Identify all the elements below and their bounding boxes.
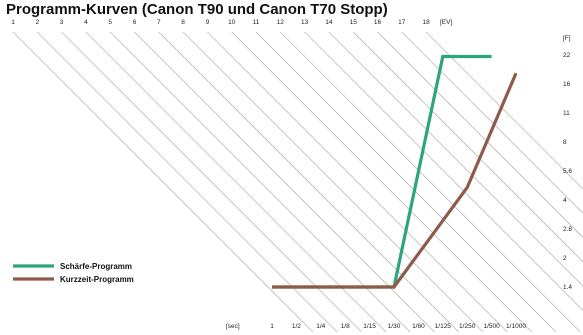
- series-lines: [272, 54, 518, 289]
- ev-line: [377, 31, 583, 239]
- shutter-tick-label: 1/500: [483, 323, 500, 330]
- ev-tick-label: 12: [277, 19, 285, 26]
- aperture-tick-label: 4: [563, 197, 567, 204]
- aperture-tick-label: 1.4: [563, 284, 572, 291]
- ev-line: [352, 31, 583, 263]
- right-axis-aperture: [F] 1.4 2 2.8 4 5.6 8 11 16 22: [563, 35, 572, 291]
- ev-tick-label: 9: [206, 19, 210, 26]
- ev-tick-label: 5: [108, 19, 112, 26]
- ev-line: [328, 31, 583, 287]
- shutter-tick-label: 1/8: [341, 323, 350, 330]
- ev-tick-label: 6: [133, 19, 137, 26]
- shutter-tick-label: 1/2: [292, 323, 301, 330]
- ev-tick-label: 15: [350, 19, 358, 26]
- ev-line: [425, 31, 583, 190]
- ev-line: [231, 31, 532, 333]
- aperture-tick-label: 2.8: [563, 226, 572, 233]
- ev-line: [134, 31, 435, 333]
- ev-tick-label: 8: [181, 19, 185, 26]
- ev-tick-label: 14: [325, 19, 333, 26]
- shutter-tick-label: 1/125: [435, 323, 452, 330]
- ev-line: [12, 31, 314, 333]
- shutter-tick-label: 1/60: [412, 323, 425, 330]
- ev-tick-label: 17: [398, 19, 406, 26]
- ev-line: [85, 31, 387, 333]
- ev-tick-label: 18: [422, 19, 430, 26]
- shutter-tick-label: 1: [270, 323, 274, 330]
- legend-label: Schärfe-Programm: [60, 262, 132, 271]
- shutter-tick-label: 1/30: [388, 323, 401, 330]
- ev-tick-label: 11: [253, 19, 260, 26]
- ev-tick-label: 7: [157, 19, 161, 26]
- chart-title: Programm-Kurven (Canon T90 und Canon T70…: [6, 1, 388, 18]
- shutter-tick-label: 1/4: [316, 323, 325, 330]
- series-line: [272, 54, 492, 289]
- ev-tick-label: 4: [84, 19, 88, 26]
- ev-tick-label: 13: [301, 19, 309, 26]
- aperture-unit-label: [F]: [563, 35, 571, 42]
- aperture-tick-label: 11: [563, 110, 570, 117]
- ev-line: [109, 31, 411, 333]
- aperture-tick-label: 2: [563, 255, 567, 262]
- legend-label: Kurzzeit-Programm: [60, 275, 134, 284]
- ev-line: [280, 31, 581, 333]
- shutter-unit-label: [sec]: [226, 323, 240, 330]
- ev-tick-label: 16: [374, 19, 382, 26]
- aperture-tick-label: 8: [563, 139, 567, 146]
- aperture-tick-label: 5.6: [563, 168, 572, 175]
- ev-tick-label: 2: [35, 19, 39, 26]
- ev-tick-label: 3: [60, 19, 64, 26]
- ev-gridlines: [12, 31, 583, 333]
- series-line: [272, 72, 518, 289]
- ev-line: [401, 31, 583, 214]
- ev-tick-label: 1: [11, 19, 15, 26]
- ev-unit-label: [EV]: [440, 19, 452, 26]
- ev-line: [255, 31, 557, 333]
- aperture-tick-label: 16: [563, 81, 571, 88]
- top-axis-ev: 1 2 3 4 5 6 7 8 9 10 11 12 13 14 15 16 17 18 [EV]: [11, 19, 452, 26]
- ev-line: [207, 31, 508, 333]
- legend: Schärfe-Programm Kurzzeit-Programm: [13, 262, 134, 284]
- aperture-tick-label: 22: [563, 52, 571, 59]
- shutter-tick-label: 1/250: [459, 323, 476, 330]
- ev-line: [304, 31, 583, 311]
- bottom-axis-shutter: [sec] 1 1/2 1/4 1/8 1/15 1/30 1/60 1/125 1/250 1/5…: [226, 323, 526, 330]
- ev-line: [158, 31, 460, 333]
- ev-line: [182, 31, 484, 333]
- ev-line: [61, 31, 362, 333]
- shutter-tick-label: 1/1000: [506, 323, 526, 330]
- ev-tick-label: 10: [228, 19, 236, 26]
- ev-line: [37, 31, 338, 333]
- shutter-tick-label: 1/15: [363, 323, 376, 330]
